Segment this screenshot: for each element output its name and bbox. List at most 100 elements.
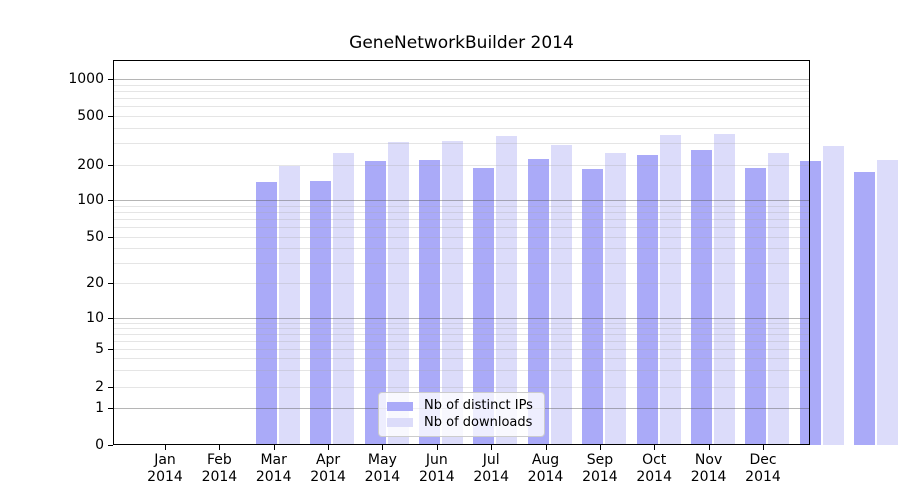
bar-downloads-jul	[605, 153, 627, 445]
bar-downloads-jun	[550, 145, 572, 445]
x-tick-mark-jul-2014	[491, 445, 493, 450]
legend: Nb of distinct IPs Nb of downloads	[378, 392, 545, 437]
x-tick-label-line: 2014	[418, 469, 455, 485]
x-tick-label-nov-2014: Nov 2014	[677, 452, 741, 486]
y-gridline-minor-700	[113, 98, 810, 99]
y-gridline-minor-3	[113, 370, 810, 372]
bar-ips-nov	[799, 161, 821, 445]
y-gridline-minor-800	[113, 90, 810, 92]
y-gridline-minor-300	[113, 143, 810, 145]
y-tick-label-100: 100	[77, 192, 104, 208]
y-gridline-minor-20	[113, 283, 810, 284]
bar-ips-jul	[582, 168, 604, 445]
x-tick-label-jan-2014: Jan 2014	[133, 452, 197, 486]
x-tick-label-line: Jul	[482, 452, 500, 468]
x-tick-mark-mar-2014	[273, 445, 275, 450]
x-tick-label-line: Jan	[154, 452, 176, 468]
y-tick-label-5: 5	[95, 341, 104, 357]
x-tick-mark-sep-2014	[599, 445, 601, 450]
x-tick-mark-oct-2014	[654, 445, 656, 450]
x-tick-label-may-2014: May 2014	[350, 452, 414, 486]
x-tick-label-line: Aug	[531, 452, 560, 468]
x-tick-label-line: 2014	[201, 469, 238, 485]
x-tick-label-mar-2014: Mar 2014	[242, 452, 306, 486]
x-tick-label-sep-2014: Sep 2014	[568, 452, 632, 486]
bar-downloads-apr	[442, 140, 464, 445]
y-gridline-minor-600	[113, 106, 810, 108]
y-tick-label-50: 50	[86, 229, 104, 245]
y-tick-mark-10	[108, 318, 113, 319]
y-gridline-minor-90	[113, 205, 810, 207]
y-gridline-major-100	[113, 200, 810, 201]
x-tick-label-line: Nov	[694, 452, 723, 468]
bars-layer	[113, 60, 898, 445]
y-gridline-major-1000	[113, 79, 810, 80]
plot-area	[113, 60, 898, 445]
legend-label-downloads: Nb of downloads	[424, 414, 533, 430]
y-tick-mark-100	[108, 200, 113, 201]
y-gridline-minor-50	[113, 237, 810, 238]
chart-title: GeneNetworkBuilder 2014	[349, 33, 574, 53]
bar-downloads-feb	[333, 153, 355, 445]
x-tick-label-line: Oct	[642, 452, 667, 468]
x-tick-label-line: 2014	[582, 469, 618, 485]
x-tick-label-line: 2014	[310, 469, 346, 485]
y-gridline-minor-6	[113, 340, 810, 342]
bar-ips-feb	[310, 180, 332, 445]
x-tick-label-line: 2014	[473, 469, 509, 485]
y-gridline-minor-60	[113, 227, 810, 229]
x-tick-label-line: 2014	[636, 469, 672, 485]
y-tick-mark-500	[108, 116, 113, 117]
x-tick-mark-jun-2014	[436, 445, 438, 450]
x-tick-label-dec-2014: Dec 2014	[731, 452, 795, 486]
y-gridline-minor-5	[113, 349, 810, 350]
bar-downloads-aug	[659, 135, 681, 445]
y-gridline-minor-200	[113, 165, 810, 166]
x-tick-mark-apr-2014	[328, 445, 330, 450]
y-gridline-minor-9	[113, 322, 810, 324]
x-tick-label-feb-2014: Feb 2014	[187, 452, 251, 486]
legend-item-distinct-ips: Nb of distinct IPs	[387, 398, 536, 414]
x-tick-label-line: 2014	[255, 469, 292, 485]
y-tick-mark-1000	[108, 79, 113, 80]
y-tick-mark-5	[108, 349, 113, 350]
x-tick-label-line: 2014	[147, 469, 183, 485]
bar-downloads-may	[496, 135, 518, 445]
bar-ips-sep	[690, 150, 712, 445]
legend-swatch-downloads-icon	[387, 418, 413, 428]
bar-ips-may	[473, 167, 495, 445]
bar-ips-aug	[636, 155, 658, 445]
y-tick-label-0: 0	[95, 437, 104, 453]
y-tick-label-20: 20	[86, 275, 104, 291]
y-gridline-minor-400	[113, 127, 810, 129]
y-gridline-minor-70	[113, 219, 810, 220]
y-gridline-minor-500	[113, 116, 810, 117]
x-tick-label-line: Apr	[315, 452, 341, 468]
x-tick-label-line: May	[367, 452, 397, 468]
y-tick-label-2: 2	[95, 379, 104, 395]
x-tick-mark-aug-2014	[545, 445, 547, 450]
legend-swatch-distinct-ips-icon	[387, 401, 413, 411]
legend-label-distinct-ips: Nb of distinct IPs	[424, 398, 533, 414]
x-tick-label-jul-2014: Jul 2014	[459, 452, 523, 486]
y-tick-mark-1	[108, 408, 113, 409]
bar-ips-apr	[419, 159, 441, 445]
x-tick-label-oct-2014: Oct 2014	[622, 452, 686, 486]
x-tick-label-line: Dec	[749, 452, 777, 468]
y-gridline-minor-900	[113, 84, 810, 86]
x-tick-mark-dec-2014	[763, 445, 764, 450]
y-tick-label-1000: 1000	[68, 71, 104, 87]
bar-ips-jun	[527, 158, 549, 445]
y-tick-label-10: 10	[86, 310, 104, 326]
bar-ips-dec	[854, 171, 875, 445]
x-tick-label-line: Jun	[425, 452, 448, 468]
y-gridline-minor-80	[113, 211, 810, 213]
y-tick-mark-50	[108, 237, 113, 238]
y-gridline-minor-8	[113, 328, 810, 329]
y-gridline-minor-7	[113, 334, 810, 335]
x-tick-label-aug-2014: Aug 2014	[514, 452, 578, 486]
y-gridline-major-10	[113, 318, 810, 319]
x-tick-label-line: Feb	[206, 452, 232, 468]
y-tick-label-200: 200	[77, 157, 104, 173]
